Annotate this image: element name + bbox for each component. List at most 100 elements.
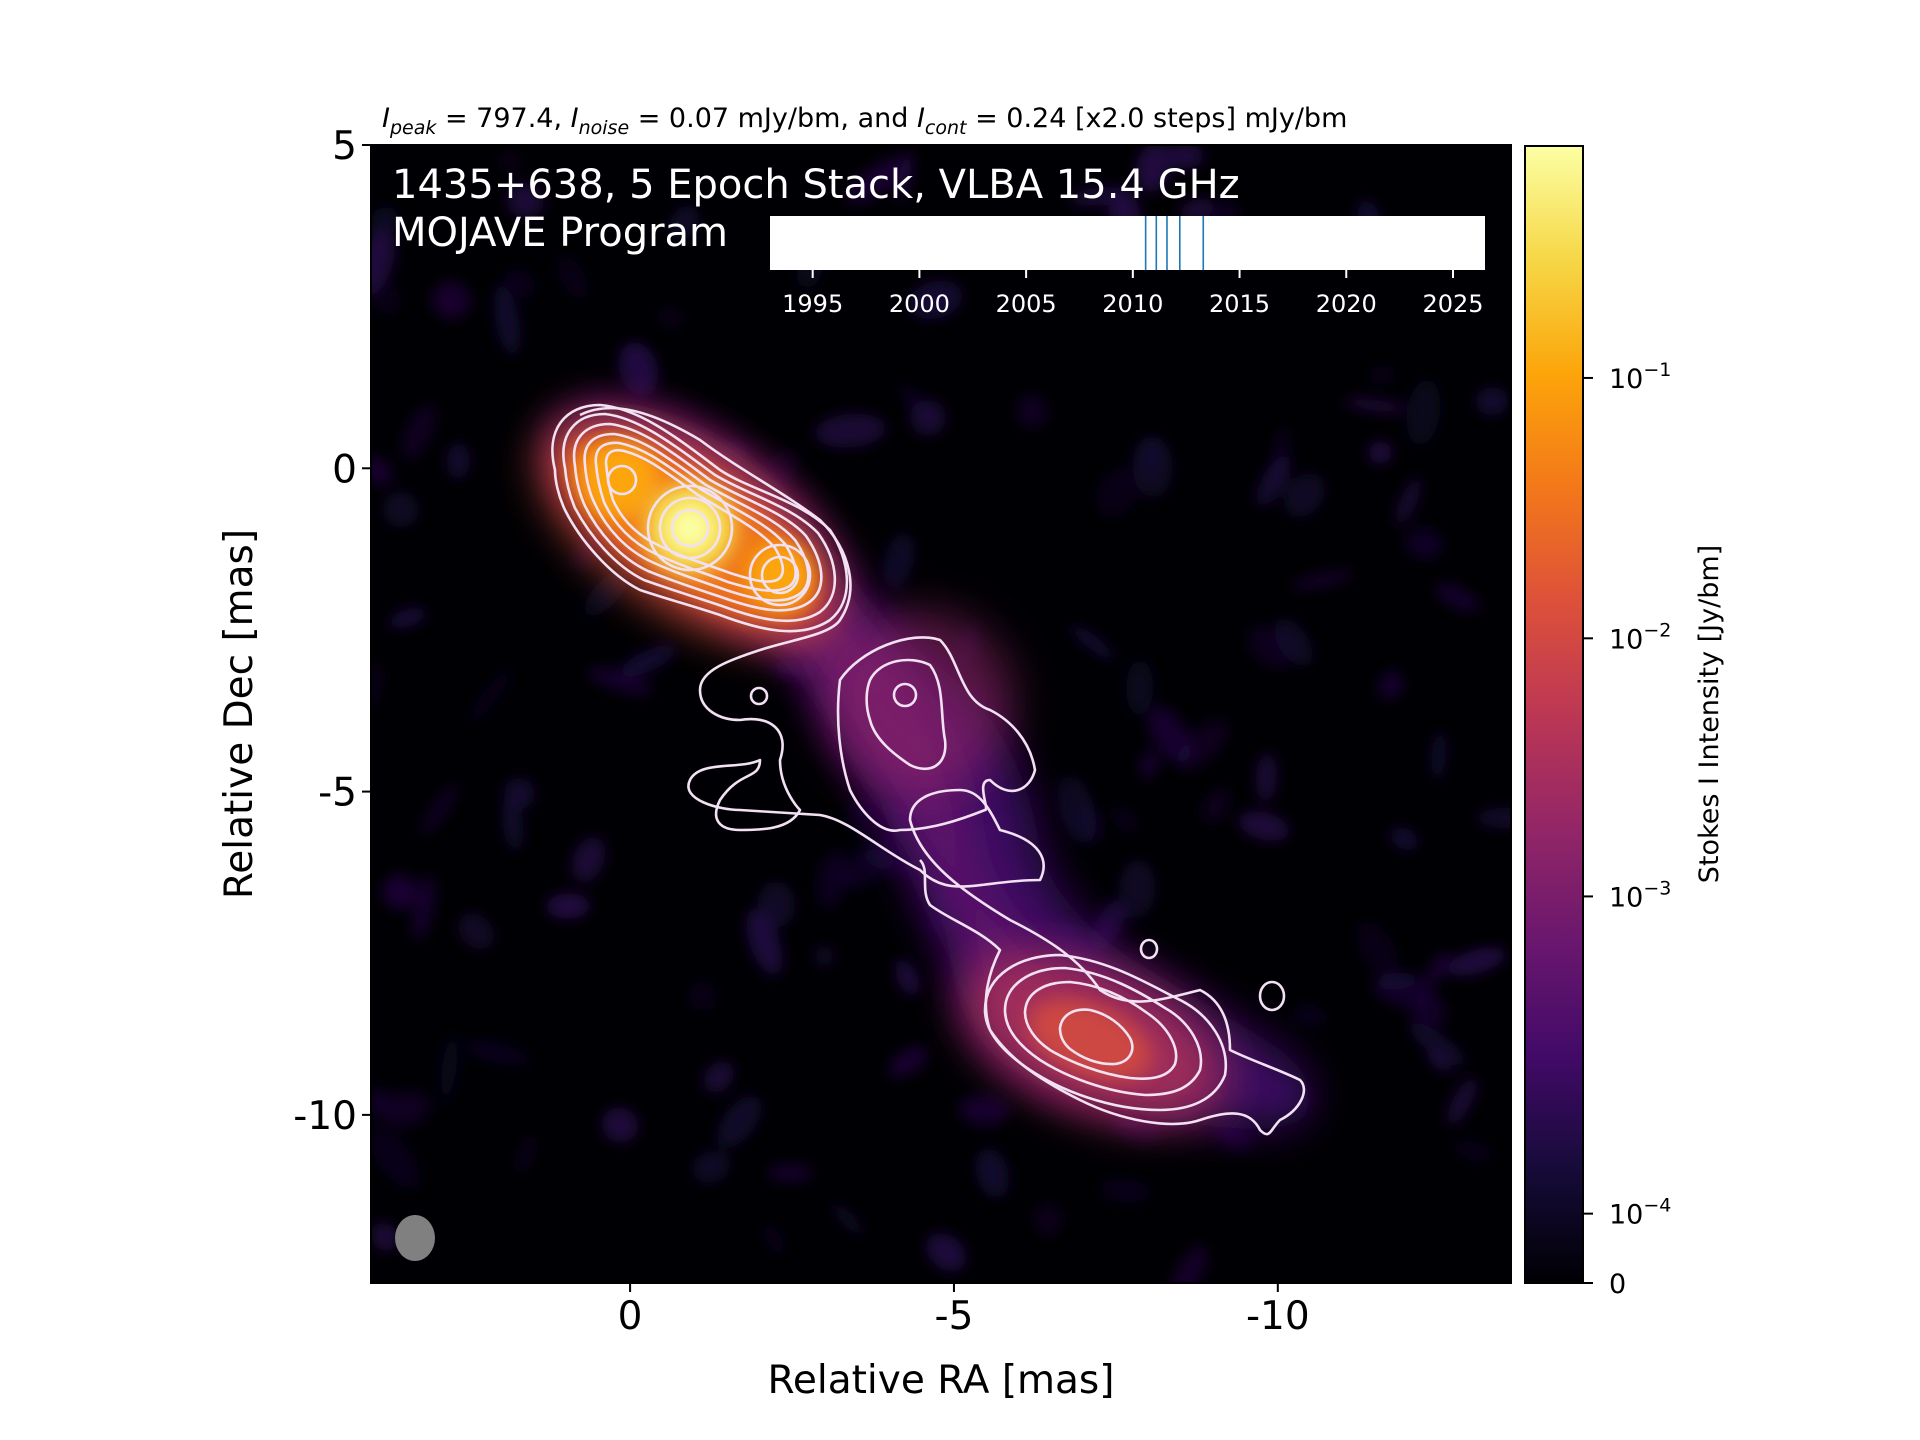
noise-speckle <box>584 570 628 617</box>
colorbar: 0 10−4 10−3 10−2 10−1 Stokes I Intensity [Jy… <box>1524 145 1725 1300</box>
noise-speckle <box>1126 659 1154 716</box>
noise-speckle <box>371 207 399 232</box>
noise-speckle <box>371 1222 399 1252</box>
noise-speckle <box>757 881 796 928</box>
contour-c2-mid <box>658 496 722 560</box>
noise-speckle <box>847 797 884 837</box>
noise-speckle <box>502 794 524 851</box>
noise-speckle <box>506 182 544 219</box>
noise-speckle <box>1390 827 1419 851</box>
overlay-source-label: 1435+638, 5 Epoch Stack, VLBA 15.4 GHz <box>392 162 1240 208</box>
title-peak-subscript: peak <box>389 117 437 139</box>
plot-frame <box>370 144 1512 1284</box>
noise-speckle <box>832 1203 864 1236</box>
restoring-beam <box>395 1215 435 1261</box>
noise-speckle <box>1446 947 1507 976</box>
noise-speckle <box>1453 1140 1493 1162</box>
noise-speckle <box>703 1061 735 1093</box>
noise-speckle <box>1175 720 1229 771</box>
noise-speckle <box>763 1222 784 1256</box>
contour-islet-3 <box>1258 980 1286 1012</box>
contour-c2-inner <box>670 508 710 548</box>
colorbar-ticks: 0 10−4 10−3 10−2 10−1 <box>1583 359 1671 1300</box>
y-tick-label-0: 5 <box>332 124 357 169</box>
x-tick-label-0: 0 <box>618 1294 643 1339</box>
noise-speckle <box>1405 528 1444 560</box>
timeline-box <box>770 216 1485 270</box>
noise-speckle <box>1070 625 1115 660</box>
noise-speckle <box>1016 394 1048 428</box>
noise-speckle <box>1343 397 1408 414</box>
title-cont-subscript: cont <box>925 117 968 139</box>
contour-core-4 <box>583 432 810 602</box>
noise-speckle <box>862 849 915 875</box>
colorbar-label: Stokes I Intensity [Jy/bm] <box>1694 545 1725 883</box>
noise-speckle <box>378 1090 431 1128</box>
noise-speckle <box>766 1163 814 1183</box>
noise-speckle <box>1431 730 1447 780</box>
noise-speckle <box>440 1034 458 1103</box>
noise-speckle <box>1136 437 1164 471</box>
noise-speckle <box>1255 752 1278 803</box>
noise-speckle <box>371 456 393 486</box>
contour-c5-1 <box>983 953 1228 1112</box>
y-tick-label-2: -5 <box>318 771 357 816</box>
noise-speckle <box>888 1046 929 1078</box>
noise-speckle <box>1395 477 1422 526</box>
chart-title: Ipeak = 797.4, Inoise = 0.07 mJy/bm, and… <box>382 103 1347 139</box>
contour-c1-inner <box>606 464 638 496</box>
x-axis-ticks: 0 -5 -10 <box>618 1283 1310 1339</box>
timeline-tick-label-0: 1995 <box>782 290 843 318</box>
noise-speckle <box>587 666 653 696</box>
noise-speckle <box>504 268 536 299</box>
noise-speckle <box>571 836 606 883</box>
noise-speckle <box>1167 145 1204 169</box>
y-axis-ticks: 5 0 -5 -10 <box>293 124 371 1139</box>
y-tick-label-1: 0 <box>332 447 357 492</box>
contour-c5-4 <box>1058 1008 1134 1066</box>
noise-speckle <box>1475 807 1511 829</box>
y-tick-label-3: -10 <box>293 1094 357 1139</box>
noise-speckle <box>958 1094 1011 1126</box>
contours <box>551 403 1306 1136</box>
contour-core-3 <box>572 422 823 612</box>
noise-speckle <box>1290 570 1354 590</box>
noise-speckle <box>1118 859 1156 919</box>
epoch-timeline: 1995 2000 2005 2010 2015 2020 2025 <box>770 216 1485 318</box>
contour-c5-3 <box>1023 980 1178 1080</box>
noise-speckle <box>1435 583 1480 612</box>
noise-speckle <box>1475 386 1509 416</box>
noise-speckle <box>1135 145 1172 193</box>
noise-speckle <box>388 607 427 628</box>
colorbar-tick-label-3: 10−2 <box>1609 619 1671 655</box>
knot-c1-fill <box>580 440 660 520</box>
noise-speckle <box>371 1128 420 1189</box>
title-noise-subscript: noise <box>579 117 630 139</box>
contour-c5-2 <box>1003 966 1203 1097</box>
timeline-tick-label-1: 2000 <box>889 290 950 318</box>
noise-speckle <box>431 281 471 319</box>
title-cont-symbol: I <box>917 103 925 134</box>
noise-speckle <box>1406 379 1441 446</box>
contour-outer-jet <box>579 406 1306 1136</box>
jet-emission <box>540 401 1312 1129</box>
noise-speckle <box>401 404 437 461</box>
noise-speckle <box>1238 811 1290 842</box>
noise-speckle <box>1113 807 1136 832</box>
title-noise-value: = 0.07 mJy/bm, and <box>629 103 917 134</box>
noise-speckle <box>517 1136 535 1173</box>
title-peak-symbol: I <box>382 103 390 134</box>
noise-speckle <box>382 491 419 528</box>
noise-speckle <box>692 1150 731 1184</box>
contour-core-5 <box>594 441 797 592</box>
noise-speckle <box>1272 426 1289 491</box>
contour-c4-outer <box>836 636 1037 832</box>
contour-c4-mid <box>865 658 947 771</box>
noise-speckle <box>1284 473 1325 518</box>
noise-speckle <box>975 1148 1009 1198</box>
x-axis-label: Relative RA [mas] <box>768 1358 1115 1403</box>
contour-core-2 <box>562 412 837 623</box>
noise-speckle <box>1099 1179 1152 1203</box>
contour-core-6 <box>604 448 785 583</box>
noise-speckle <box>846 157 906 204</box>
